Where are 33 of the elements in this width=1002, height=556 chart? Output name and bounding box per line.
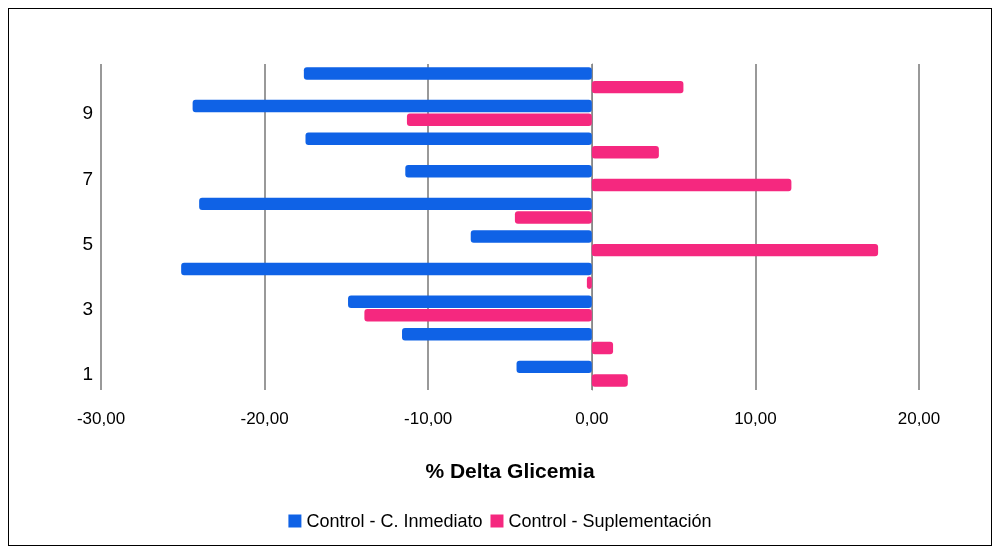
x-tick-label: 0,00 bbox=[575, 409, 609, 428]
bar bbox=[591, 146, 659, 159]
x-tick-label: -30,00 bbox=[76, 409, 126, 428]
bar bbox=[591, 80, 684, 94]
bar bbox=[406, 113, 592, 126]
bar bbox=[591, 341, 614, 355]
legend-label: Control - Suplementación bbox=[508, 511, 712, 531]
bar bbox=[514, 211, 592, 224]
x-tick-label: -20,00 bbox=[240, 409, 289, 428]
legend-label: Control - C. Inmediato bbox=[306, 511, 483, 531]
y-tick-label: 9 bbox=[82, 102, 93, 124]
y-tick-label: 1 bbox=[82, 363, 93, 385]
bar bbox=[305, 132, 592, 145]
bar bbox=[402, 328, 592, 341]
bar bbox=[516, 360, 592, 374]
bar bbox=[192, 99, 592, 113]
x-axis-title: % Delta Glicemia bbox=[425, 459, 595, 482]
x-tick-label: -10,00 bbox=[404, 409, 453, 428]
bar bbox=[405, 165, 592, 178]
y-tick-label: 7 bbox=[82, 167, 93, 189]
y-tick-label: 5 bbox=[82, 232, 93, 254]
x-tick-label: 20,00 bbox=[897, 409, 941, 428]
bar bbox=[199, 197, 592, 211]
bar bbox=[591, 178, 792, 192]
bar bbox=[591, 243, 879, 257]
x-tick-label: 10,00 bbox=[734, 409, 777, 428]
bar bbox=[470, 230, 592, 243]
y-tick-label: 3 bbox=[82, 298, 93, 319]
bar bbox=[591, 374, 628, 387]
bar bbox=[181, 262, 592, 276]
bar bbox=[364, 309, 592, 322]
bar bbox=[348, 295, 592, 308]
bar bbox=[303, 67, 592, 80]
